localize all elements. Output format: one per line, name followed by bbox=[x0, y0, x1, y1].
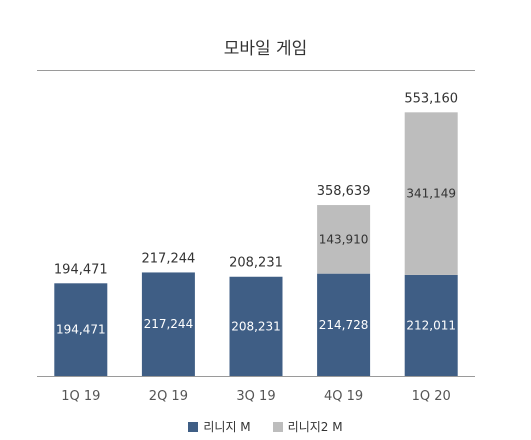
x-tick-label-5: 1Q 20 bbox=[412, 389, 451, 404]
data-label-1-1: 194,471 bbox=[56, 323, 106, 337]
x-tick-label-2: 2Q 19 bbox=[149, 389, 188, 404]
bar-1-4 bbox=[317, 273, 371, 376]
data-label-1-2: 217,244 bbox=[144, 317, 194, 331]
data-label-2-4: 143,910 bbox=[319, 232, 369, 246]
bar-1-1 bbox=[54, 283, 108, 376]
x-tick-label-1: 1Q 19 bbox=[61, 389, 100, 404]
legend: 리니지 M 리니지2 M bbox=[0, 418, 531, 435]
bar-2-4 bbox=[317, 205, 371, 274]
data-label-1-3: 208,231 bbox=[231, 319, 281, 333]
legend-label-series-1: 리니지 M bbox=[203, 420, 251, 434]
data-label-1-5: 212,011 bbox=[406, 318, 456, 332]
bar-2-5 bbox=[404, 112, 458, 275]
total-label-4: 358,639 bbox=[317, 184, 371, 199]
total-label-3: 208,231 bbox=[229, 256, 283, 271]
legend-label-series-2: 리니지2 M bbox=[287, 420, 343, 434]
legend-item-series-2: 리니지2 M bbox=[272, 418, 343, 435]
bar-1-3 bbox=[229, 276, 283, 376]
total-label-1: 194,471 bbox=[54, 262, 108, 277]
legend-swatch-series-1 bbox=[188, 421, 199, 432]
x-tick-label-4: 4Q 19 bbox=[324, 389, 363, 404]
legend-item-series-1: 리니지 M bbox=[188, 418, 251, 435]
bar-1-5 bbox=[404, 274, 458, 376]
legend-swatch-series-2 bbox=[272, 421, 283, 432]
data-label-2-5: 341,149 bbox=[406, 187, 456, 201]
data-label-1-4: 214,728 bbox=[319, 318, 369, 332]
bar-1-2 bbox=[141, 272, 195, 376]
title-divider bbox=[37, 70, 475, 71]
total-label-2: 217,244 bbox=[142, 251, 196, 266]
x-tick-label-3: 3Q 19 bbox=[236, 389, 275, 404]
total-label-5: 553,160 bbox=[404, 91, 458, 106]
chart-title: 모바일 게임 bbox=[223, 39, 308, 59]
